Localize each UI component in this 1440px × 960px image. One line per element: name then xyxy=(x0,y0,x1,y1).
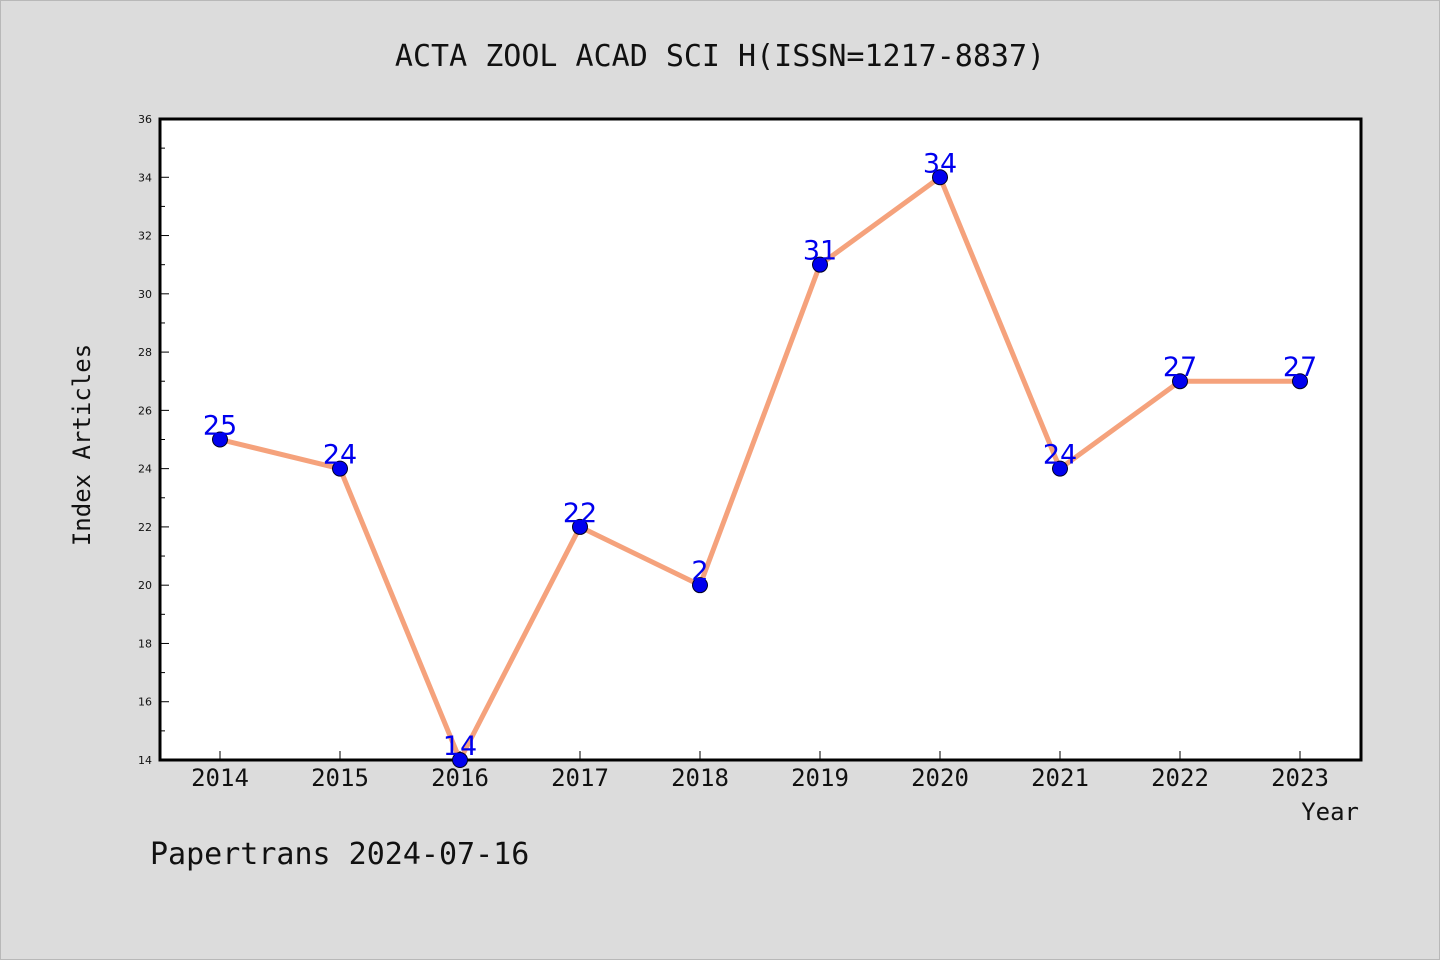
x-tick-label: 2016 xyxy=(431,764,489,792)
x-tick-label: 2023 xyxy=(1271,764,1329,792)
chart-title: ACTA ZOOL ACAD SCI H(ISSN=1217-8837) xyxy=(395,39,1045,74)
data-point xyxy=(692,577,708,594)
data-point xyxy=(212,431,228,448)
y-tick-label: 24 xyxy=(138,463,152,476)
x-axis: 2014 2015 2016 2017 2018 2019 2020 2021 2022 2023 xyxy=(191,751,1329,792)
y-tick-label: 22 xyxy=(138,521,152,534)
x-tick-label: 2017 xyxy=(551,764,609,792)
data-point xyxy=(1172,373,1188,390)
x-tick-label: 2019 xyxy=(791,764,849,792)
data-label: 22 xyxy=(563,498,597,529)
data-point xyxy=(332,460,348,477)
plot-area xyxy=(158,117,1363,762)
y-tick-label: 26 xyxy=(138,404,152,417)
footer-note: Papertrans 2024-07-16 xyxy=(150,837,529,872)
x-axis-label: Year xyxy=(1301,798,1359,826)
y-tick-label: 20 xyxy=(138,579,152,592)
y-tick-label: 18 xyxy=(138,637,152,650)
y-tick-label: 30 xyxy=(138,288,152,301)
data-point xyxy=(572,518,588,535)
y-tick-label: 34 xyxy=(138,171,152,184)
data-point xyxy=(932,169,948,186)
series-layer xyxy=(212,169,1308,768)
x-tick-label: 2015 xyxy=(311,764,369,792)
x-tick-label: 2014 xyxy=(191,764,249,792)
data-point xyxy=(452,752,468,768)
data-point xyxy=(1052,460,1068,477)
data-label: 2 xyxy=(691,556,708,587)
y-axis-label: Index Articles xyxy=(68,344,96,546)
data-label: 27 xyxy=(1283,352,1317,383)
data-label: 24 xyxy=(1043,440,1077,471)
y-tick-label: 16 xyxy=(138,696,152,709)
data-label: 24 xyxy=(323,440,357,471)
data-label: 25 xyxy=(203,411,237,442)
y-axis: 14 16 18 20 22 24 26 28 30 32 34 36 xyxy=(138,113,169,767)
x-tick-label: 2021 xyxy=(1031,764,1089,792)
series-line xyxy=(217,174,1303,763)
y-tick-label: 14 xyxy=(138,754,152,767)
data-label: 34 xyxy=(923,148,957,179)
data-point xyxy=(812,256,828,273)
x-tick-label: 2020 xyxy=(911,764,969,792)
y-tick-label: 28 xyxy=(138,346,152,359)
data-point xyxy=(1292,373,1308,390)
x-tick-label: 2022 xyxy=(1151,764,1209,792)
x-tick-label: 2018 xyxy=(671,764,729,792)
data-label: 14 xyxy=(443,731,477,762)
data-label: 31 xyxy=(803,236,837,267)
data-label: 27 xyxy=(1163,352,1197,383)
y-tick-label: 36 xyxy=(138,113,152,126)
y-tick-label: 32 xyxy=(138,230,152,243)
